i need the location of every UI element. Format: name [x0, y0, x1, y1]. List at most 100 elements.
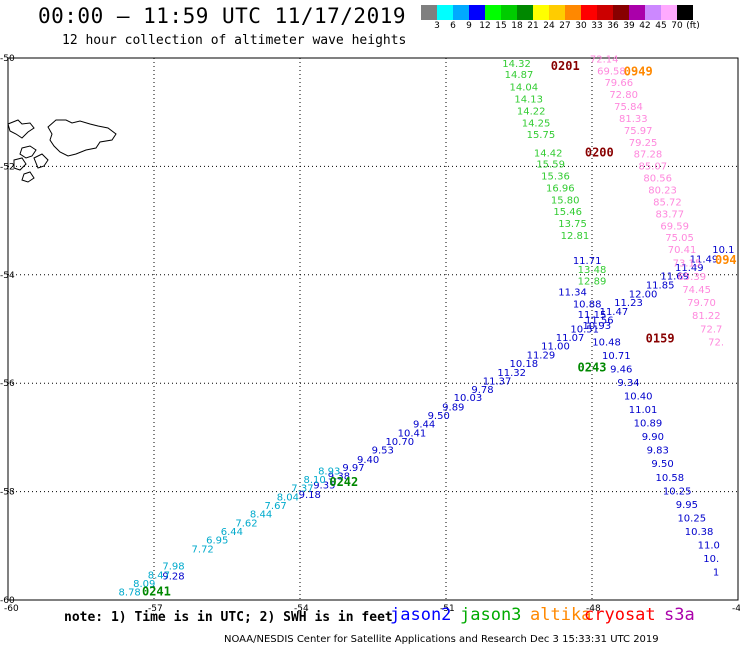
wave-height-label: 9.18 — [299, 490, 321, 501]
wave-height-label: 10.51 — [570, 324, 599, 335]
pass-time-label: 0201 — [551, 59, 580, 73]
wave-height-label: 12.89 — [578, 277, 607, 288]
lon-tick-label: -54 — [294, 604, 309, 614]
color-scale-labels: 3 6 9 12 15 18 21 24 27 30 33 36 39 42 45 70 (ft) — [421, 21, 740, 33]
wave-height-label: 65.39 — [677, 272, 706, 283]
color-scale-tick: 9 — [466, 21, 472, 31]
wave-height-label: 9.28 — [162, 571, 184, 582]
island-coastline — [21, 171, 35, 183]
wave-height-label: 8.04 — [277, 492, 299, 503]
color-scale-tick: 3 — [434, 21, 440, 31]
wave-height-label: 10.70 — [385, 437, 414, 448]
wave-height-label: 11.56 — [585, 316, 614, 327]
wave-height-label: 7.98 — [162, 562, 184, 573]
wave-height-label: 85.07 — [639, 162, 668, 173]
wave-height-label: 83.77 — [656, 209, 685, 220]
wave-height-label: 72.7 — [700, 324, 722, 335]
wave-height-label: 10.48 — [592, 337, 621, 348]
wave-height-label: 70.41 — [668, 245, 697, 256]
wave-height-label: 15.80 — [551, 195, 580, 206]
wave-height-label: 11.69 — [660, 272, 689, 283]
wave-height-label: 14.13 — [514, 94, 543, 105]
color-scale-tick: 70 — [671, 21, 683, 31]
wave-height-label: 74.45 — [682, 285, 711, 296]
falkland-islands-outline — [7, 119, 117, 183]
wave-height-label: 9.46 — [610, 364, 632, 375]
lat-tick-label: -50 — [0, 54, 15, 64]
wave-height-label: 12.00 — [629, 290, 658, 301]
legend-jason3: jason3 — [460, 605, 522, 625]
wave-height-label: 8.93 — [318, 466, 340, 477]
wave-height-label: 75.84 — [614, 102, 643, 113]
wave-height-label: 10.18 — [510, 359, 539, 370]
pass-time-label: 0949 — [624, 64, 653, 78]
color-swatch — [565, 5, 581, 20]
legend-cryosat: cryosat — [584, 605, 656, 625]
wave-height-label: 6.44 — [221, 527, 243, 538]
lon-tick-label: -57 — [148, 604, 163, 614]
wave-height-label: 79.66 — [604, 78, 633, 89]
footer-credit: NOAA/NESDIS Center for Satellite Applica… — [224, 634, 659, 645]
wave-height-label: 7.62 — [235, 518, 257, 529]
lat-tick-label: -56 — [0, 379, 15, 389]
color-swatch — [533, 5, 549, 20]
wave-height-label: 11.34 — [558, 287, 587, 298]
wave-height-label: 11.49 — [675, 263, 704, 274]
wave-height-label: 9.40 — [357, 455, 379, 466]
wave-height-label: 10.88 — [573, 299, 602, 310]
wave-height-label: 11.23 — [614, 298, 643, 309]
wave-height-label: 9.50 — [428, 411, 450, 422]
wave-height-label: 11.15 — [578, 310, 607, 321]
wave-height-label: 15.36 — [541, 171, 570, 182]
color-scale-tick: 12 — [479, 21, 491, 31]
wave-height-label: 9.34 — [617, 378, 639, 389]
wave-height-label: 14.25 — [522, 118, 551, 129]
wave-height-label: 11.37 — [483, 376, 512, 387]
wave-height-label: 9.97 — [342, 463, 364, 474]
wave-height-label: 72.14 — [590, 54, 619, 65]
wave-height-label: 13.75 — [558, 219, 587, 230]
wave-height-label: 1 — [713, 568, 719, 579]
wave-height-label: 85.72 — [653, 197, 682, 208]
wave-height-label: 9.50 — [651, 459, 673, 470]
island-coastline — [7, 119, 35, 139]
wave-height-label: 10.71 — [602, 351, 631, 362]
color-swatch — [421, 5, 437, 20]
wave-height-label: 10.41 — [398, 428, 427, 439]
page-title: 00:00 – 11:59 UTC 11/17/2019 — [38, 4, 407, 28]
wave-height-label: 15.46 — [553, 207, 582, 218]
color-swatch — [437, 5, 453, 20]
wave-height-label: 12.81 — [561, 231, 590, 242]
wave-height-label: 11.47 — [600, 307, 629, 318]
color-swatch — [517, 5, 533, 20]
pass-time-label: 0200 — [585, 146, 614, 160]
color-scale-tick: 30 — [575, 21, 587, 31]
color-scale-tick: 6 — [450, 21, 456, 31]
lat-tick-label: -60 — [0, 596, 15, 606]
wave-height-label: 69.58 — [597, 66, 626, 77]
color-scale-tick: 39 — [623, 21, 635, 31]
color-swatch — [485, 5, 501, 20]
color-swatch — [597, 5, 613, 20]
footer-note: note: 1) Time is in UTC; 2) SWH is in fe… — [64, 610, 393, 625]
wave-height-label: 10.25 — [677, 513, 706, 524]
wave-height-label: 9.78 — [471, 385, 493, 396]
wave-height-label: 10. — [703, 554, 719, 565]
pass-time-label: 0159 — [646, 332, 675, 346]
color-scale-bar — [421, 5, 693, 20]
wave-height-label: 15.75 — [527, 130, 556, 141]
wave-height-label: 69.59 — [660, 221, 689, 232]
wave-height-label: 81.33 — [619, 114, 648, 125]
pass-time-label: 0241 — [142, 585, 171, 599]
map-frame — [7, 57, 739, 601]
wave-height-label: 14.22 — [517, 106, 546, 117]
lon-tick-label: -60 — [4, 604, 19, 614]
wave-height-label: 14.42 — [534, 149, 563, 160]
wave-height-label: 9.53 — [372, 446, 394, 457]
color-scale-tick: 21 — [527, 21, 539, 31]
wave-height-label: 16.96 — [546, 183, 575, 194]
wave-height-label: 14.87 — [505, 70, 534, 81]
lon-tick-label: -48 — [586, 604, 601, 614]
wave-height-label: 10.03 — [454, 393, 483, 404]
wave-height-label: 72.80 — [609, 90, 638, 101]
